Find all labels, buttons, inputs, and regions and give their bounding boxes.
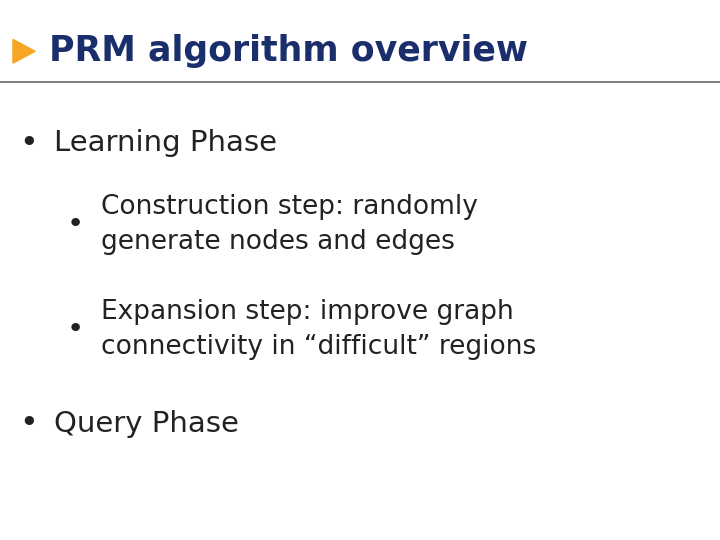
Text: Learning Phase: Learning Phase bbox=[54, 129, 277, 157]
Text: •: • bbox=[67, 210, 84, 238]
Text: Expansion step: improve graph
connectivity in “difficult” regions: Expansion step: improve graph connectivi… bbox=[101, 299, 536, 360]
Text: Query Phase: Query Phase bbox=[54, 410, 239, 438]
Text: •: • bbox=[19, 408, 38, 440]
Text: PRM algorithm overview: PRM algorithm overview bbox=[49, 35, 528, 68]
Text: •: • bbox=[67, 315, 84, 343]
Text: Construction step: randomly
generate nodes and edges: Construction step: randomly generate nod… bbox=[101, 194, 477, 254]
Polygon shape bbox=[13, 39, 35, 63]
Text: •: • bbox=[19, 127, 38, 159]
